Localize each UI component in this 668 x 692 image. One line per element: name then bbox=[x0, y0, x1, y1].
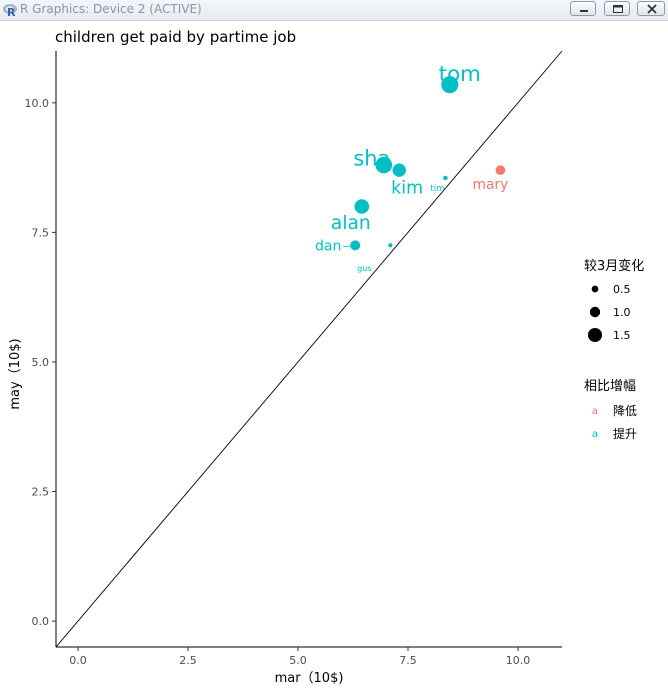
size-legend-label: 1.5 bbox=[613, 329, 631, 342]
color-legend-label: 提升 bbox=[613, 426, 637, 441]
window-titlebar[interactable]: R R Graphics: Device 2 (ACTIVE) bbox=[0, 0, 668, 21]
svg-text:R: R bbox=[7, 6, 16, 18]
y-tick-label: 7.5 bbox=[32, 226, 50, 239]
y-tick-label: 10.0 bbox=[25, 97, 50, 110]
y-tick-label: 5.0 bbox=[32, 356, 50, 369]
x-tick-label: 0.0 bbox=[69, 654, 87, 667]
y-axis-label: may（10$) bbox=[8, 338, 23, 409]
data-point-kim bbox=[392, 163, 406, 177]
x-tick-label: 2.5 bbox=[179, 654, 197, 667]
point-label-sha: sha bbox=[353, 146, 390, 170]
color-legend-key: a bbox=[592, 429, 598, 440]
window-title: R Graphics: Device 2 (ACTIVE) bbox=[20, 2, 202, 16]
y-tick-label: 2.5 bbox=[32, 486, 50, 499]
point-label-alan: alan bbox=[331, 213, 371, 234]
point-label-mary: mary bbox=[473, 177, 509, 193]
size-legend-label: 1.0 bbox=[613, 306, 631, 319]
x-tick-label: 7.5 bbox=[399, 654, 417, 667]
legend: 较3月变化 0.5 1.0 1.5 相比增幅 a 降低 a 提升 bbox=[584, 258, 644, 441]
point-label-dan: dan bbox=[315, 238, 342, 254]
color-legend-title: 相比增幅 bbox=[584, 379, 636, 394]
size-legend-key bbox=[591, 285, 599, 293]
point-label-gus: gus bbox=[357, 263, 371, 273]
minimize-button[interactable] bbox=[570, 1, 596, 16]
size-legend-key bbox=[587, 327, 603, 343]
data-point-sha bbox=[375, 156, 393, 174]
color-legend-key: a bbox=[592, 406, 598, 417]
r-logo-icon: R bbox=[3, 4, 17, 18]
maximize-icon bbox=[613, 5, 623, 13]
point-label-tom: tom bbox=[439, 62, 481, 87]
data-point-mary bbox=[495, 165, 506, 176]
data-point-tim bbox=[443, 175, 448, 181]
size-legend-title: 较3月变化 bbox=[584, 258, 644, 274]
x-axis-label: mar（10$) bbox=[275, 671, 344, 686]
close-button[interactable] bbox=[637, 1, 665, 16]
chart-area: children get paid by partime job 0.0 2.5 5… bbox=[8, 28, 644, 686]
data-point-gus bbox=[388, 243, 393, 248]
axes: 0.0 2.5 5.0 7.5 10.0 0.0 2.5 5.0 7.5 10.0 bbox=[25, 50, 563, 667]
maximize-button[interactable] bbox=[604, 1, 630, 16]
size-legend-key bbox=[589, 306, 601, 318]
data-point-tom bbox=[441, 76, 459, 94]
close-icon bbox=[647, 4, 657, 14]
color-legend-label: 降低 bbox=[613, 404, 637, 418]
x-tick-label: 5.0 bbox=[289, 654, 307, 667]
minimize-icon bbox=[580, 10, 588, 12]
size-legend-label: 0.5 bbox=[613, 283, 631, 296]
y-tick-label: 0.0 bbox=[32, 615, 50, 628]
reference-line bbox=[55, 50, 563, 648]
chart-title: children get paid by partime job bbox=[55, 28, 296, 46]
data-point-alan bbox=[354, 199, 370, 214]
point-label-kim: kim bbox=[391, 178, 423, 198]
point-label-tim: tim bbox=[430, 184, 444, 194]
data-point-dan bbox=[350, 240, 361, 251]
x-tick-label: 10.0 bbox=[506, 654, 531, 667]
